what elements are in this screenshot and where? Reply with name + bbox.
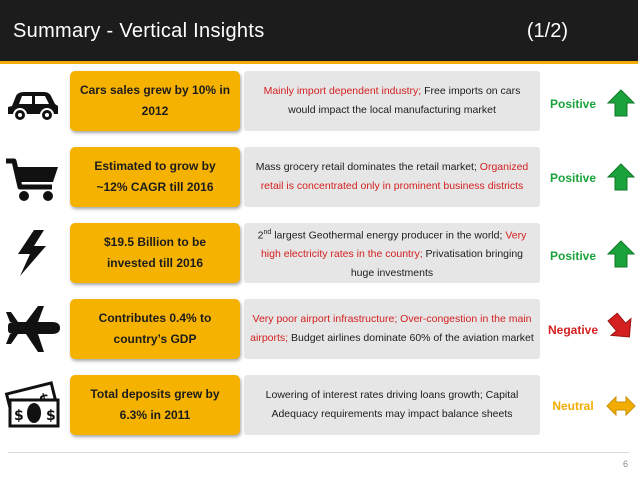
status-label: Positive — [549, 249, 597, 263]
up-arrow-icon — [606, 240, 636, 268]
status-label: Positive — [549, 171, 597, 185]
detail-text: largest Geothermal energy producer in th… — [271, 229, 503, 242]
insight-row-cars: Cars sales grew by 10% in 2012 Mainly im… — [0, 71, 638, 133]
up-arrow-icon — [606, 163, 636, 191]
detail-text: Mainly import dependent industry; — [263, 85, 422, 97]
svg-text:$: $ — [46, 408, 56, 424]
car-icon — [8, 92, 58, 122]
page-fraction: (1/2) — [526, 20, 568, 42]
detail-text: Organized retail is concentrated only in… — [260, 161, 529, 192]
header-bar: Summary - Vertical Insights (1/2) — [0, 0, 638, 64]
airplane-icon — [6, 306, 60, 352]
detail-text: 2 — [257, 229, 264, 242]
highlight-box: Cars sales grew by 10% in 2012 — [70, 71, 240, 131]
money-bills-icon: $ $ $ $ — [4, 381, 60, 428]
svg-text:$: $ — [14, 408, 24, 424]
status-label: Neutral — [552, 399, 594, 413]
highlight-box: Estimated to grow by ~12% CAGR till 2016 — [70, 147, 240, 207]
detail-text: nd — [263, 228, 272, 236]
detail-text: Budget airlines dominate 60% of the avia… — [288, 332, 534, 344]
page-number: 6 — [622, 459, 628, 469]
highlight-box: Total deposits grew by 6.3% in 2011 — [70, 375, 240, 435]
detail-box: 2nd largest Geothermal energy producer i… — [244, 223, 540, 283]
detail-text: Very high electricity rates in the count… — [260, 229, 527, 261]
detail-text: Very poor airport infrastructure; Over-c… — [250, 313, 532, 344]
status-label: Positive — [549, 97, 597, 111]
down-arrow-icon — [607, 312, 632, 338]
detail-text: Free imports on cars would impact the lo… — [288, 85, 521, 116]
insight-row-aviation: Contributes 0.4% to country’s GDP Very p… — [0, 299, 638, 361]
page-title: Summary - Vertical Insights — [13, 20, 265, 42]
insight-row-retail: Estimated to grow by ~12% CAGR till 2016… — [0, 147, 638, 209]
detail-box: Very poor airport infrastructure; Over-c… — [244, 299, 540, 359]
detail-text: Privatisation bringing huge investments — [350, 248, 524, 280]
shopping-cart-icon — [6, 158, 58, 201]
lightning-bolt-icon — [18, 230, 46, 276]
highlight-box: Contributes 0.4% to country’s GDP — [70, 299, 240, 359]
footer-divider — [8, 452, 630, 453]
highlight-box: $19.5 Billion to be invested till 2016 — [70, 223, 240, 283]
detail-text: Lowering of interest rates driving loans… — [265, 389, 519, 420]
up-arrow-icon — [606, 89, 636, 117]
detail-text: Mass grocery retail dominates the retail… — [255, 161, 477, 173]
detail-box: Mass grocery retail dominates the retail… — [244, 147, 540, 207]
insight-row-banking: $ $ $ $ Total deposits grew by 6.3% in 2… — [0, 375, 638, 437]
detail-box: Lowering of interest rates driving loans… — [244, 375, 540, 435]
insight-row-energy: $19.5 Billion to be invested till 2016 2… — [0, 223, 638, 285]
status-label: Negative — [547, 323, 599, 337]
detail-box: Mainly import dependent industry; Free i… — [244, 71, 540, 131]
left-right-arrow-icon — [606, 395, 636, 417]
